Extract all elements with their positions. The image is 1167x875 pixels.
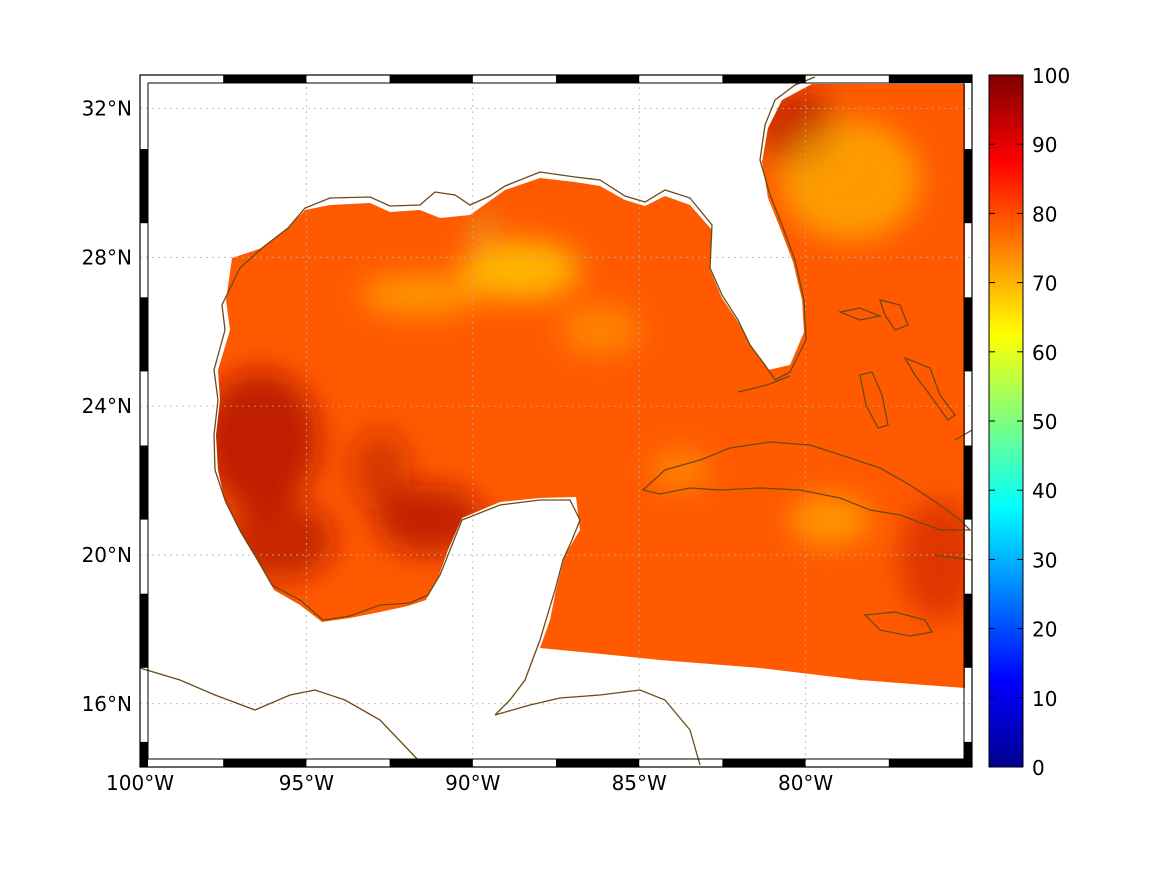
colorbar-tick-label: 100: [1032, 64, 1070, 88]
latitude-labels: 32°N 28°N 24°N 20°N 16°N: [82, 96, 132, 715]
yucatan-coastline: [322, 499, 581, 716]
coastlines: [139, 76, 973, 766]
grand-bahama-coastline: [837, 307, 883, 321]
latitude-label: 24°N: [82, 394, 132, 418]
latitude-label: 32°N: [82, 96, 132, 120]
colorbar-tick-label: 70: [1032, 272, 1057, 296]
colorbar-tick-label: 20: [1032, 618, 1057, 642]
colorbar-tick-label: 60: [1032, 341, 1057, 365]
colorbar-tick-label: 90: [1032, 133, 1057, 157]
longitude-label: 95°W: [279, 771, 334, 795]
abaco-coastline: [879, 299, 909, 331]
gulf-coastline: [139, 667, 421, 763]
eleuthera-coastline: [903, 356, 956, 421]
central-america-coastline: [494, 689, 701, 766]
cuba-coastline: [641, 441, 972, 531]
longitude-labels: 100°W 95°W 90°W 85°W 80°W: [106, 771, 833, 795]
colorbar-tick-label: 50: [1032, 410, 1057, 434]
colorbar-tick-label: 40: [1032, 479, 1057, 503]
longitude-label: 80°W: [778, 771, 833, 795]
longitude-label: 90°W: [445, 771, 500, 795]
longitude-label: 100°W: [106, 771, 174, 795]
florida-keys-coastline: [737, 375, 791, 393]
colorbar-tick-label: 80: [1032, 202, 1057, 226]
mexico-coastline: [213, 76, 816, 621]
latitude-label: 20°N: [82, 543, 132, 567]
gridlines: [140, 75, 972, 767]
colorbar-tick-label: 30: [1032, 548, 1057, 572]
latitude-label: 28°N: [82, 245, 132, 269]
colorbar-tick-label: 10: [1032, 687, 1057, 711]
colorbar-tick-label: 0: [1032, 756, 1045, 780]
andros-coastline: [859, 371, 889, 429]
latitude-label: 16°N: [82, 692, 132, 716]
longitude-label: 85°W: [612, 771, 667, 795]
map-frame: [139, 74, 973, 768]
jamaica-coastline: [863, 611, 934, 637]
